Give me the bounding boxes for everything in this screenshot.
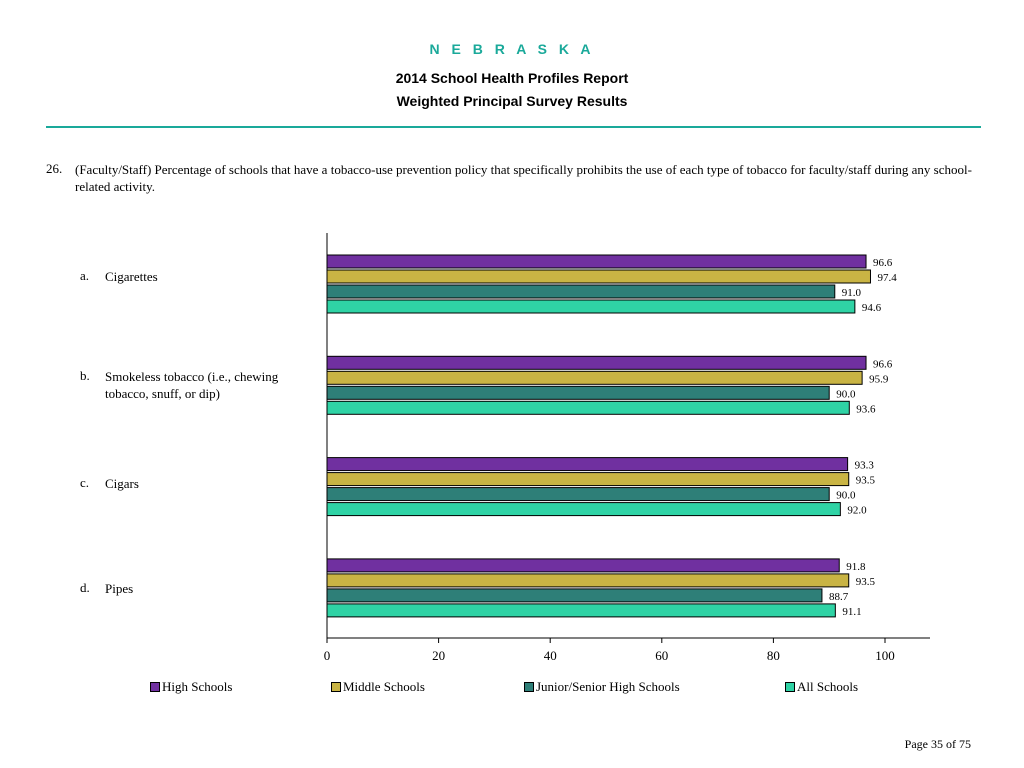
data-label: 95.9 [869, 373, 889, 385]
category-letter-b: b. [80, 368, 90, 383]
data-label: 96.6 [873, 257, 893, 269]
bar [326, 370, 863, 385]
legend-label: Junior/Senior High Schools [536, 679, 680, 694]
legend-item-all-schools: All Schools [785, 679, 858, 695]
data-label: 90.0 [836, 490, 856, 502]
data-label: 88.7 [829, 591, 849, 603]
legend-item-middle-schools: Middle Schools [331, 679, 425, 695]
legend-label: All Schools [797, 679, 859, 694]
data-label: 93.5 [856, 576, 876, 588]
x-tick-label: 80 [767, 648, 780, 663]
legend-swatch [150, 682, 160, 692]
category-letter-d: d. [80, 580, 90, 595]
bar [326, 558, 840, 573]
data-label: 91.1 [842, 606, 861, 618]
data-label: 97.4 [877, 272, 897, 284]
x-tick-label: 20 [432, 648, 445, 663]
header-divider [46, 126, 981, 128]
bar [326, 588, 823, 603]
data-label: 91.8 [846, 561, 866, 573]
category-label-cigars: Cigars [105, 476, 139, 491]
legend-swatch [331, 682, 341, 692]
bar [326, 284, 836, 299]
page-number: Page 35 of 75 [904, 737, 971, 751]
bar [326, 355, 867, 370]
bar [326, 573, 850, 588]
data-label: 90.0 [836, 388, 856, 400]
report-title: 2014 School Health Profiles Report [395, 70, 629, 86]
legend-label: High Schools [162, 679, 233, 694]
data-label: 93.3 [855, 460, 875, 472]
x-tick-label: 100 [875, 648, 895, 663]
bar [326, 385, 830, 400]
bar [326, 472, 850, 487]
data-label: 92.0 [847, 505, 867, 517]
bar [326, 269, 871, 284]
legend-label: Middle Schools [343, 679, 425, 694]
x-tick-label: 60 [655, 648, 668, 663]
legend-swatch [524, 682, 534, 692]
data-label: 93.6 [856, 403, 876, 415]
legend-swatch [785, 682, 795, 692]
legend-item-junior-senior-high-schools: Junior/Senior High Schools [524, 679, 680, 695]
bar [326, 400, 850, 415]
category-label-pipes: Pipes [105, 581, 134, 596]
question-number: 26. [46, 161, 63, 176]
data-label: 94.6 [862, 302, 882, 314]
category-label-smokeless-tobacco: Smokeless tobacco (i.e., chewing tobacco… [105, 369, 279, 401]
x-tick-label: 40 [544, 648, 557, 663]
state-name: N E B R A S K A [429, 41, 595, 57]
data-label: 93.5 [856, 475, 876, 487]
bar-chart: 0 20 40 60 80 100 96.6 97.4 91.094.6 96.6 95.9 90.0… [324, 233, 930, 663]
bar [326, 603, 836, 618]
question-text: (Faculty/Staff) Percentage of schools th… [75, 162, 972, 194]
bar [326, 502, 841, 517]
category-letter-a: a. [80, 268, 90, 283]
category-letter-c: c. [80, 475, 90, 490]
bar [326, 254, 867, 269]
data-label: 91.0 [842, 287, 862, 299]
bar [326, 299, 856, 314]
report-subtitle: Weighted Principal Survey Results [396, 93, 628, 109]
x-tick-label: 0 [324, 648, 331, 663]
data-label: 96.6 [873, 358, 893, 370]
bar [326, 487, 830, 502]
bar [326, 457, 849, 472]
category-label-cigarettes: Cigarettes [105, 269, 158, 284]
legend-item-high-schools: High Schools [150, 679, 232, 695]
